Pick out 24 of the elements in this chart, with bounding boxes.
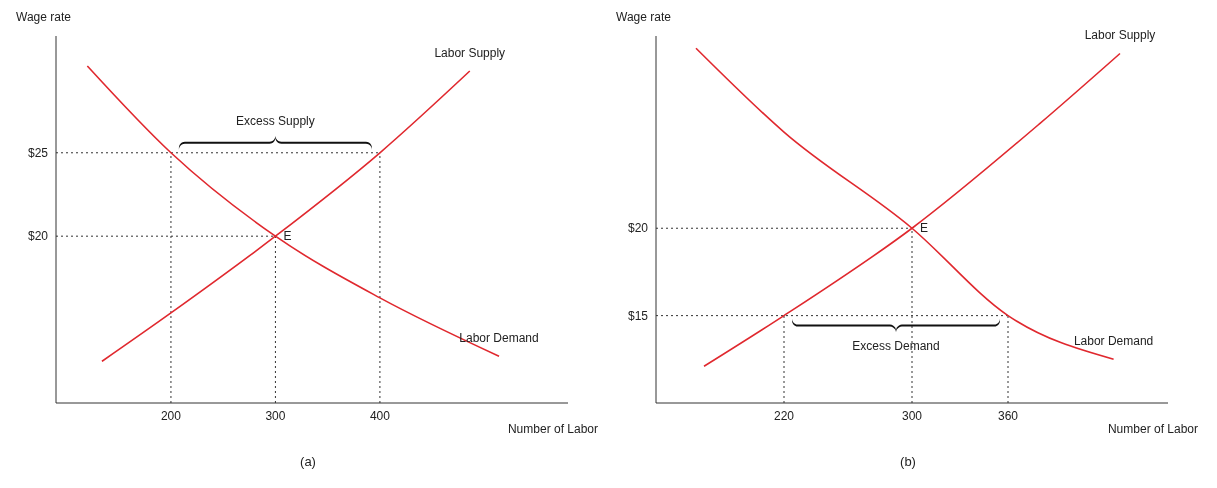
annotation: Excess Supply [236, 113, 315, 128]
x-tick-label: 200 [160, 408, 182, 423]
series-label: Labor Supply [434, 46, 506, 61]
y-tick-label: $20 [27, 229, 49, 244]
annotation: E [920, 221, 929, 236]
x-tick-label: 400 [369, 408, 391, 423]
x-axis-title: Number of Labor [1107, 422, 1198, 436]
y-tick-label: $15 [627, 308, 649, 323]
x-tick-label: 360 [997, 408, 1019, 423]
x-tick-label: 300 [901, 408, 923, 423]
series-label: Labor Demand [459, 331, 539, 346]
text: (b) [899, 454, 917, 469]
x-tick-label: 220 [773, 408, 795, 423]
x-tick-label: 300 [265, 408, 286, 423]
y-axis-title: Wage rate [616, 10, 671, 24]
annotation: Excess Demand [852, 338, 940, 353]
series-label: Labor Demand [1073, 334, 1154, 349]
y-tick-label: $25 [27, 146, 49, 161]
annotation: E [283, 229, 292, 244]
text: (a) [299, 454, 317, 469]
series-label: Labor Supply [1084, 28, 1156, 43]
y-tick-label: $20 [627, 221, 649, 236]
y-axis-title: Wage rate [16, 10, 71, 24]
x-axis-title: Number of Labor [507, 422, 598, 436]
